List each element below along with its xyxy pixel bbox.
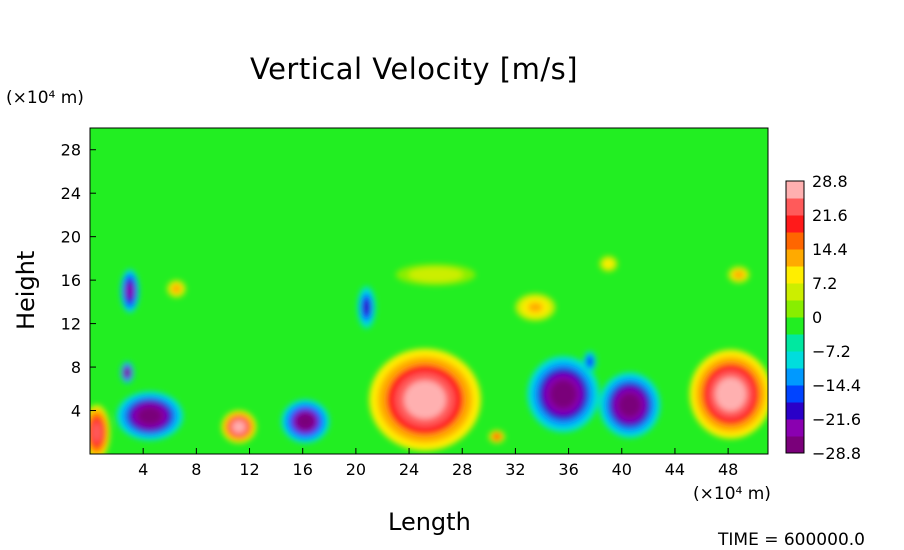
y-tick-label: 28 bbox=[61, 141, 81, 160]
x-tick-label: 24 bbox=[399, 460, 419, 479]
colorbar-label: −7.2 bbox=[812, 342, 851, 361]
colorbar-swatch bbox=[786, 317, 804, 335]
field-cell-2-level-4 bbox=[124, 368, 130, 377]
field-cell-4-level-4 bbox=[232, 420, 246, 433]
colorbar-label: 14.4 bbox=[812, 240, 848, 259]
colorbar-swatch bbox=[786, 283, 804, 301]
field-cell-8-level-4 bbox=[493, 434, 500, 440]
x-tick-label: 20 bbox=[346, 460, 366, 479]
field-cell-6-level-4 bbox=[363, 299, 371, 316]
field-cell-10-level-4 bbox=[618, 392, 642, 418]
colorbar-swatch bbox=[786, 198, 804, 216]
colorbar-label: 0 bbox=[812, 308, 822, 327]
plot-frame bbox=[89, 127, 769, 455]
colorbar-label: −21.6 bbox=[812, 410, 861, 429]
field-layer bbox=[90, 255, 768, 454]
field-cell-1-level-4 bbox=[137, 406, 163, 426]
colorbar-swatch bbox=[786, 215, 804, 233]
y-tick-label: 4 bbox=[71, 402, 81, 421]
colorbar-label: 7.2 bbox=[812, 274, 837, 293]
colorbar-label: 21.6 bbox=[812, 206, 848, 225]
x-tick-label: 12 bbox=[239, 460, 259, 479]
colorbar: 28.8 21.6 14.4 7.2 0 −7.2 −14.4 −21.6 −28.8 bbox=[785, 172, 861, 463]
colorbar-swatch bbox=[786, 249, 804, 267]
x-axis-label: Length bbox=[388, 508, 471, 536]
field-cell-7-level-4 bbox=[404, 380, 447, 419]
colorbar-swatch bbox=[786, 334, 804, 352]
y-tick-label: 8 bbox=[71, 358, 81, 377]
x-tick-label: 32 bbox=[505, 460, 525, 479]
field-cell-16-level-4 bbox=[604, 260, 612, 267]
x-tick-label: 48 bbox=[718, 460, 738, 479]
colorbar-swatch bbox=[786, 232, 804, 250]
y-tick-label: 20 bbox=[61, 228, 81, 247]
y-tick-label: 24 bbox=[61, 184, 81, 203]
x-tick-label: 8 bbox=[191, 460, 201, 479]
x-axis-unit: (×10⁴ m) bbox=[693, 484, 771, 504]
colorbar-label: 28.8 bbox=[812, 172, 848, 191]
x-tick-label: 40 bbox=[612, 460, 632, 479]
field-cell-9-level-4 bbox=[549, 379, 577, 409]
field-cell-0-level-4 bbox=[91, 422, 102, 443]
x-tick-label: 4 bbox=[138, 460, 148, 479]
y-tick-label: 16 bbox=[61, 271, 81, 290]
colorbar-frame bbox=[785, 180, 805, 454]
field-cell-14-level-4 bbox=[420, 270, 451, 279]
colorbar-swatch bbox=[786, 436, 804, 454]
colorbar-label: −28.8 bbox=[812, 444, 861, 463]
field-cell-11-level-4 bbox=[587, 357, 593, 366]
field-cell-12-level-4 bbox=[715, 377, 747, 411]
field-cell-5-level-4 bbox=[296, 413, 315, 430]
x-tick-label: 16 bbox=[293, 460, 313, 479]
colorbar-swatch bbox=[786, 385, 804, 403]
y-tick-label: 12 bbox=[61, 315, 81, 334]
colorbar-swatch bbox=[786, 351, 804, 369]
x-tick-label: 36 bbox=[558, 460, 578, 479]
colorbar-swatch bbox=[786, 402, 804, 420]
y-axis-unit: (×10⁴ m) bbox=[6, 88, 84, 108]
colorbar-label: −14.4 bbox=[812, 376, 861, 395]
colorbar-swatch bbox=[786, 300, 804, 318]
colorbar-swatch bbox=[786, 419, 804, 437]
field-cell-15-level-4 bbox=[527, 302, 543, 313]
field-cell-3-level-4 bbox=[126, 282, 134, 300]
colorbar-swatch bbox=[786, 181, 804, 199]
colorbar-swatch bbox=[786, 266, 804, 284]
x-tick-label: 44 bbox=[665, 460, 685, 479]
chart-title: Vertical Velocity [m/s] bbox=[250, 52, 579, 86]
field-cell-13-level-4 bbox=[172, 285, 180, 293]
x-tick-label: 28 bbox=[452, 460, 472, 479]
field-cell-17-level-4 bbox=[734, 271, 743, 278]
colorbar-swatch bbox=[786, 368, 804, 386]
